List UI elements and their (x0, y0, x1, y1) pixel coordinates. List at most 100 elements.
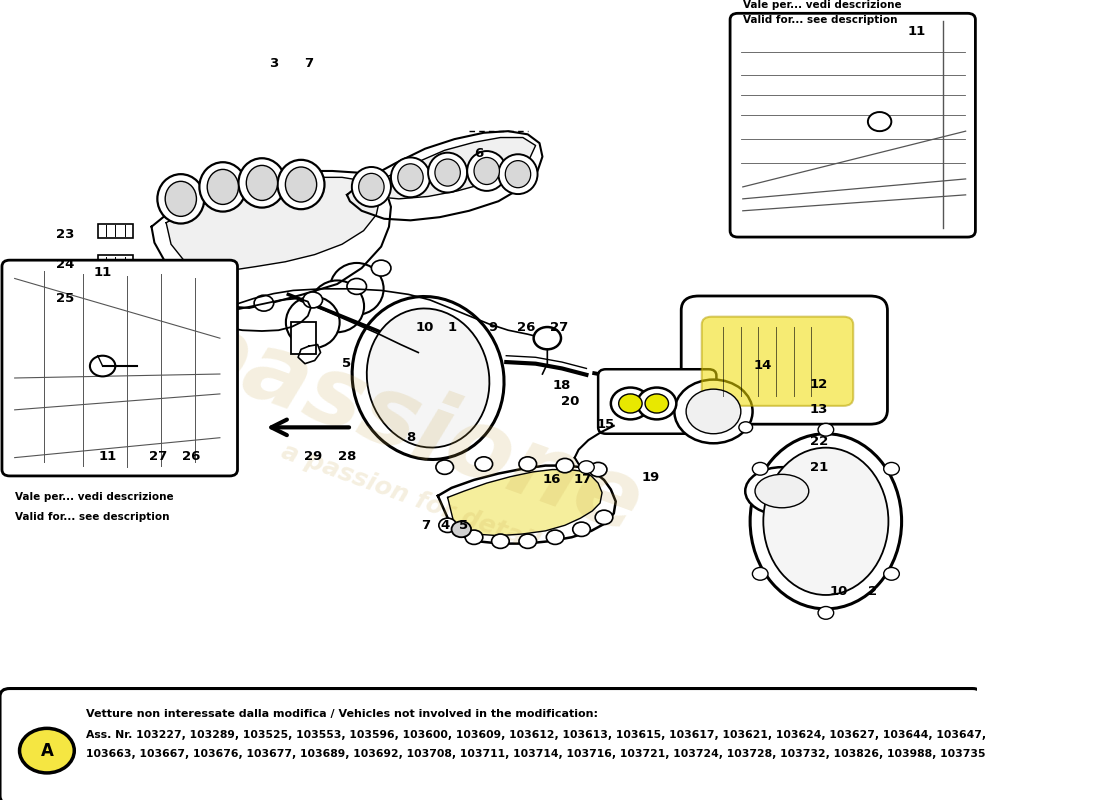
Text: 14: 14 (754, 358, 771, 372)
FancyBboxPatch shape (598, 370, 716, 434)
Text: 20: 20 (561, 395, 579, 408)
Text: Vetture non interessate dalla modifica / Vehicles not involved in the modificati: Vetture non interessate dalla modifica /… (86, 709, 598, 719)
Ellipse shape (434, 159, 460, 186)
Text: 7: 7 (421, 518, 431, 532)
Circle shape (302, 292, 322, 308)
Circle shape (883, 567, 900, 580)
Circle shape (346, 278, 366, 294)
Text: 27: 27 (550, 322, 569, 334)
Ellipse shape (745, 467, 818, 515)
Circle shape (372, 260, 390, 276)
Text: 22: 22 (810, 435, 828, 448)
Bar (98, 255, 133, 268)
Ellipse shape (352, 167, 390, 207)
Text: 9: 9 (488, 322, 497, 334)
Text: 19: 19 (641, 471, 660, 484)
Ellipse shape (310, 281, 364, 332)
Circle shape (752, 462, 768, 475)
Circle shape (534, 327, 561, 350)
Ellipse shape (474, 158, 499, 185)
Text: 11: 11 (908, 25, 926, 38)
Polygon shape (166, 178, 380, 270)
Ellipse shape (286, 296, 340, 348)
Circle shape (739, 422, 752, 433)
Circle shape (547, 530, 564, 545)
Ellipse shape (239, 158, 285, 208)
Bar (292, 322, 316, 354)
Polygon shape (152, 171, 390, 308)
Ellipse shape (390, 158, 430, 198)
Text: 8: 8 (406, 431, 415, 444)
Text: 15: 15 (597, 418, 615, 430)
Text: 3: 3 (270, 57, 278, 70)
Text: 28: 28 (338, 450, 356, 462)
Circle shape (154, 284, 174, 300)
Polygon shape (346, 131, 542, 220)
Ellipse shape (199, 162, 246, 211)
Polygon shape (298, 345, 320, 364)
Circle shape (752, 567, 768, 580)
Ellipse shape (505, 161, 530, 188)
Text: 12: 12 (810, 378, 828, 391)
Text: Vale per... vedi descrizione: Vale per... vedi descrizione (14, 493, 174, 502)
Text: 6: 6 (474, 147, 484, 160)
Text: 27: 27 (150, 450, 167, 462)
Circle shape (254, 295, 274, 311)
Circle shape (557, 458, 574, 473)
Text: 17: 17 (573, 474, 592, 486)
Text: 5: 5 (459, 518, 468, 532)
Text: 23: 23 (56, 228, 75, 241)
Text: 24: 24 (56, 258, 75, 271)
Circle shape (818, 423, 834, 436)
Ellipse shape (285, 167, 317, 202)
Circle shape (20, 728, 75, 773)
Circle shape (475, 457, 493, 471)
Circle shape (590, 462, 607, 477)
Ellipse shape (498, 154, 538, 194)
Text: 10: 10 (829, 585, 848, 598)
Polygon shape (438, 466, 616, 544)
Polygon shape (448, 470, 602, 536)
Circle shape (818, 606, 834, 619)
Circle shape (610, 387, 650, 419)
Ellipse shape (750, 434, 902, 609)
Ellipse shape (277, 160, 324, 209)
Ellipse shape (157, 174, 205, 223)
Text: a passion for detail: a passion for detail (278, 439, 542, 555)
Text: 21: 21 (810, 461, 828, 474)
Ellipse shape (755, 474, 808, 508)
Circle shape (439, 518, 456, 533)
Circle shape (686, 389, 740, 434)
Text: 103663, 103667, 103676, 103677, 103689, 103692, 103708, 103711, 103714, 103716, : 103663, 103667, 103676, 103677, 103689, … (86, 749, 986, 759)
Circle shape (645, 394, 669, 413)
Circle shape (492, 534, 509, 548)
Text: Valid for... see description: Valid for... see description (742, 14, 898, 25)
Text: 10: 10 (416, 322, 434, 334)
Ellipse shape (165, 182, 197, 216)
Circle shape (436, 460, 453, 474)
Text: 11: 11 (98, 450, 117, 462)
Ellipse shape (763, 448, 889, 595)
Circle shape (637, 387, 676, 419)
Circle shape (883, 462, 900, 475)
FancyBboxPatch shape (2, 260, 238, 476)
Circle shape (90, 356, 116, 377)
Text: 5: 5 (342, 357, 352, 370)
Text: 11: 11 (94, 266, 112, 279)
Text: 13: 13 (810, 403, 828, 416)
Ellipse shape (359, 174, 384, 201)
Circle shape (519, 534, 537, 548)
Text: 16: 16 (543, 474, 561, 486)
Ellipse shape (366, 309, 490, 447)
Text: 18: 18 (553, 379, 571, 393)
Ellipse shape (246, 166, 277, 201)
Text: Vale per... vedi descrizione: Vale per... vedi descrizione (742, 0, 901, 10)
Text: Valid for... see description: Valid for... see description (14, 512, 169, 522)
Ellipse shape (428, 153, 468, 193)
Text: 4: 4 (440, 518, 449, 532)
Text: 29: 29 (304, 450, 322, 462)
Polygon shape (360, 138, 536, 199)
Text: 7: 7 (305, 57, 314, 70)
Text: 26: 26 (183, 450, 200, 462)
Text: 26: 26 (517, 322, 535, 334)
